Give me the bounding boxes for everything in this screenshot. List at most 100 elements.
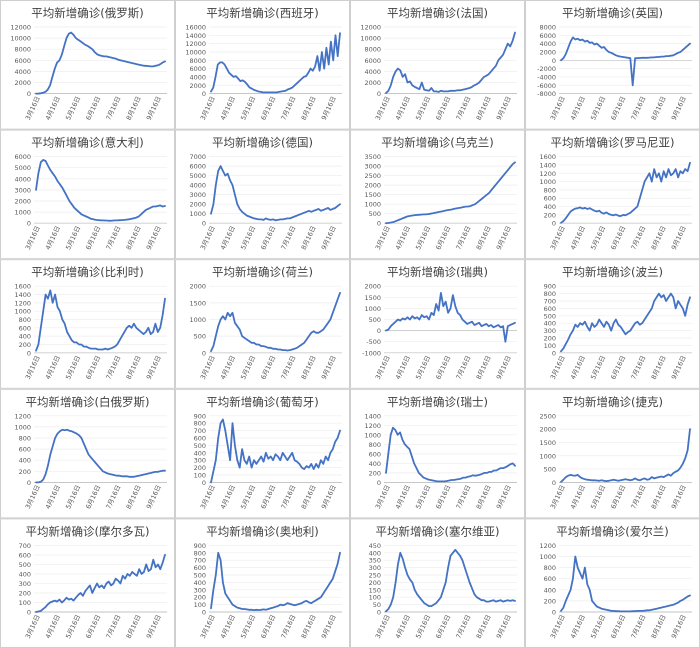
y-tick-label: 800: [369, 441, 381, 449]
series-line: [385, 161, 516, 225]
y-tick-label: 1500: [364, 191, 381, 199]
y-tick-label: 1000: [14, 423, 31, 431]
chart-panel: 平均新增确诊(西班牙) 02000400060008000100001200014…: [175, 0, 350, 130]
y-tick-label: 400: [19, 333, 31, 341]
y-tick-label: 300: [194, 586, 206, 594]
y-tick-label: 250: [369, 572, 381, 580]
chart-title: 平均新增确诊(德国): [212, 136, 313, 150]
y-tick-label: -1000: [362, 349, 381, 357]
y-tick-label: 0: [377, 327, 381, 335]
y-tick-label: 1600: [539, 153, 556, 161]
y-tick-label: 400: [194, 579, 206, 587]
y-tick-label: 200: [19, 341, 31, 349]
series-line: [210, 291, 341, 353]
panel-border: [350, 259, 525, 389]
y-tick-label: 400: [194, 449, 206, 457]
y-tick-label: 10000: [185, 48, 206, 56]
y-tick-label: 700: [544, 298, 556, 306]
y-tick-label: 1000: [539, 452, 556, 460]
y-tick-label: 14000: [185, 32, 206, 40]
y-tick-label: 0: [27, 609, 31, 617]
chart-title: 平均新增确诊(俄罗斯): [31, 6, 143, 20]
y-tick-label: 0: [377, 609, 381, 617]
y-tick-label: 0: [552, 479, 556, 487]
y-tick-label: 900: [544, 283, 556, 291]
y-tick-label: 1000: [14, 308, 31, 316]
chart-panel: 平均新增确诊(罗马尼亚) 0200400600800100012001400160…: [525, 129, 700, 260]
y-tick-label: 400: [369, 549, 381, 557]
y-tick-label: -6000: [537, 82, 556, 90]
series-line: [35, 428, 166, 484]
y-tick-label: 10000: [360, 35, 381, 43]
series-line: [210, 32, 341, 94]
y-tick-label: 600: [544, 305, 556, 313]
chart-title: 平均新增确诊(爱尔兰): [556, 524, 668, 538]
y-tick-label: 6000: [189, 163, 206, 171]
y-tick-label: 600: [544, 575, 556, 583]
y-tick-label: 600: [194, 564, 206, 572]
y-tick-label: 600: [544, 195, 556, 203]
y-tick-label: 4000: [539, 40, 556, 48]
series-line: [385, 291, 516, 343]
y-tick-label: 0: [27, 479, 31, 487]
y-tick-label: 300: [19, 580, 31, 588]
y-tick-label: 0: [377, 90, 381, 98]
y-tick-label: 2000: [14, 79, 31, 87]
y-tick-label: 1000: [364, 201, 381, 209]
y-tick-label: -8000: [537, 90, 556, 98]
y-tick-label: 0: [377, 220, 381, 228]
y-tick-label: 50: [373, 601, 381, 609]
y-tick-label: 0: [202, 220, 206, 228]
series-line: [210, 551, 341, 611]
y-tick-label: 500: [19, 561, 31, 569]
series-line: [35, 554, 166, 613]
y-tick-label: 600: [19, 551, 31, 559]
y-tick-label: 1400: [364, 412, 381, 420]
series-line: [560, 428, 691, 483]
series-line: [385, 31, 516, 94]
chart-title: 平均新增确诊(波兰): [562, 265, 663, 279]
y-tick-label: 16000: [185, 24, 206, 32]
series-line: [210, 165, 341, 222]
panel-border: [0, 0, 175, 130]
chart-panel: 平均新增确诊(波兰)01002003004005006007008009003月…: [525, 259, 700, 389]
y-tick-label: 350: [369, 557, 381, 565]
y-tick-label: 450: [369, 542, 381, 550]
y-tick-label: 2000: [189, 201, 206, 209]
y-tick-label: 2000: [364, 283, 381, 291]
series-line: [560, 161, 691, 224]
chart-title: 平均新增确诊(瑞士): [387, 395, 488, 409]
y-tick-label: 0: [552, 57, 556, 65]
y-tick-label: 6000: [364, 57, 381, 65]
chart-title: 平均新增确诊(荷兰): [212, 265, 313, 279]
y-tick-label: 2000: [14, 198, 31, 206]
y-tick-label: 2000: [364, 182, 381, 190]
y-tick-label: 0: [27, 90, 31, 98]
y-tick-label: 400: [19, 570, 31, 578]
panel-border: [525, 0, 700, 130]
y-tick-label: 500: [194, 333, 206, 341]
y-tick-label: 2000: [539, 48, 556, 56]
y-tick-label: 1500: [364, 294, 381, 302]
chart-title: 平均新增确诊(奥地利): [206, 524, 318, 538]
series-line: [35, 289, 166, 352]
y-tick-label: 400: [544, 320, 556, 328]
y-tick-label: 6000: [14, 57, 31, 65]
y-tick-label: 800: [194, 420, 206, 428]
y-tick-label: 800: [544, 564, 556, 572]
chart-panel: 平均新增确诊(英国) -8000-6000-4000-20000200040006…: [525, 0, 700, 130]
y-tick-label: 700: [194, 427, 206, 435]
y-tick-label: 1000: [539, 178, 556, 186]
y-tick-label: 400: [19, 457, 31, 465]
series-line: [560, 292, 691, 353]
y-tick-label: 200: [369, 579, 381, 587]
chart-panel: 平均新增确诊(瑞士)02004006008001000120014003月16日…: [350, 388, 525, 519]
chart-panel: 平均新增确诊(奥地利)01002003004005006007008009003…: [175, 518, 350, 648]
chart-panel: 平均新增确诊(乌克兰)05001000150020002500300035003…: [350, 129, 525, 260]
y-tick-label: 100: [19, 599, 31, 607]
y-tick-label: 5000: [189, 172, 206, 180]
chart-title: 平均新增确诊(捷克): [562, 395, 663, 409]
